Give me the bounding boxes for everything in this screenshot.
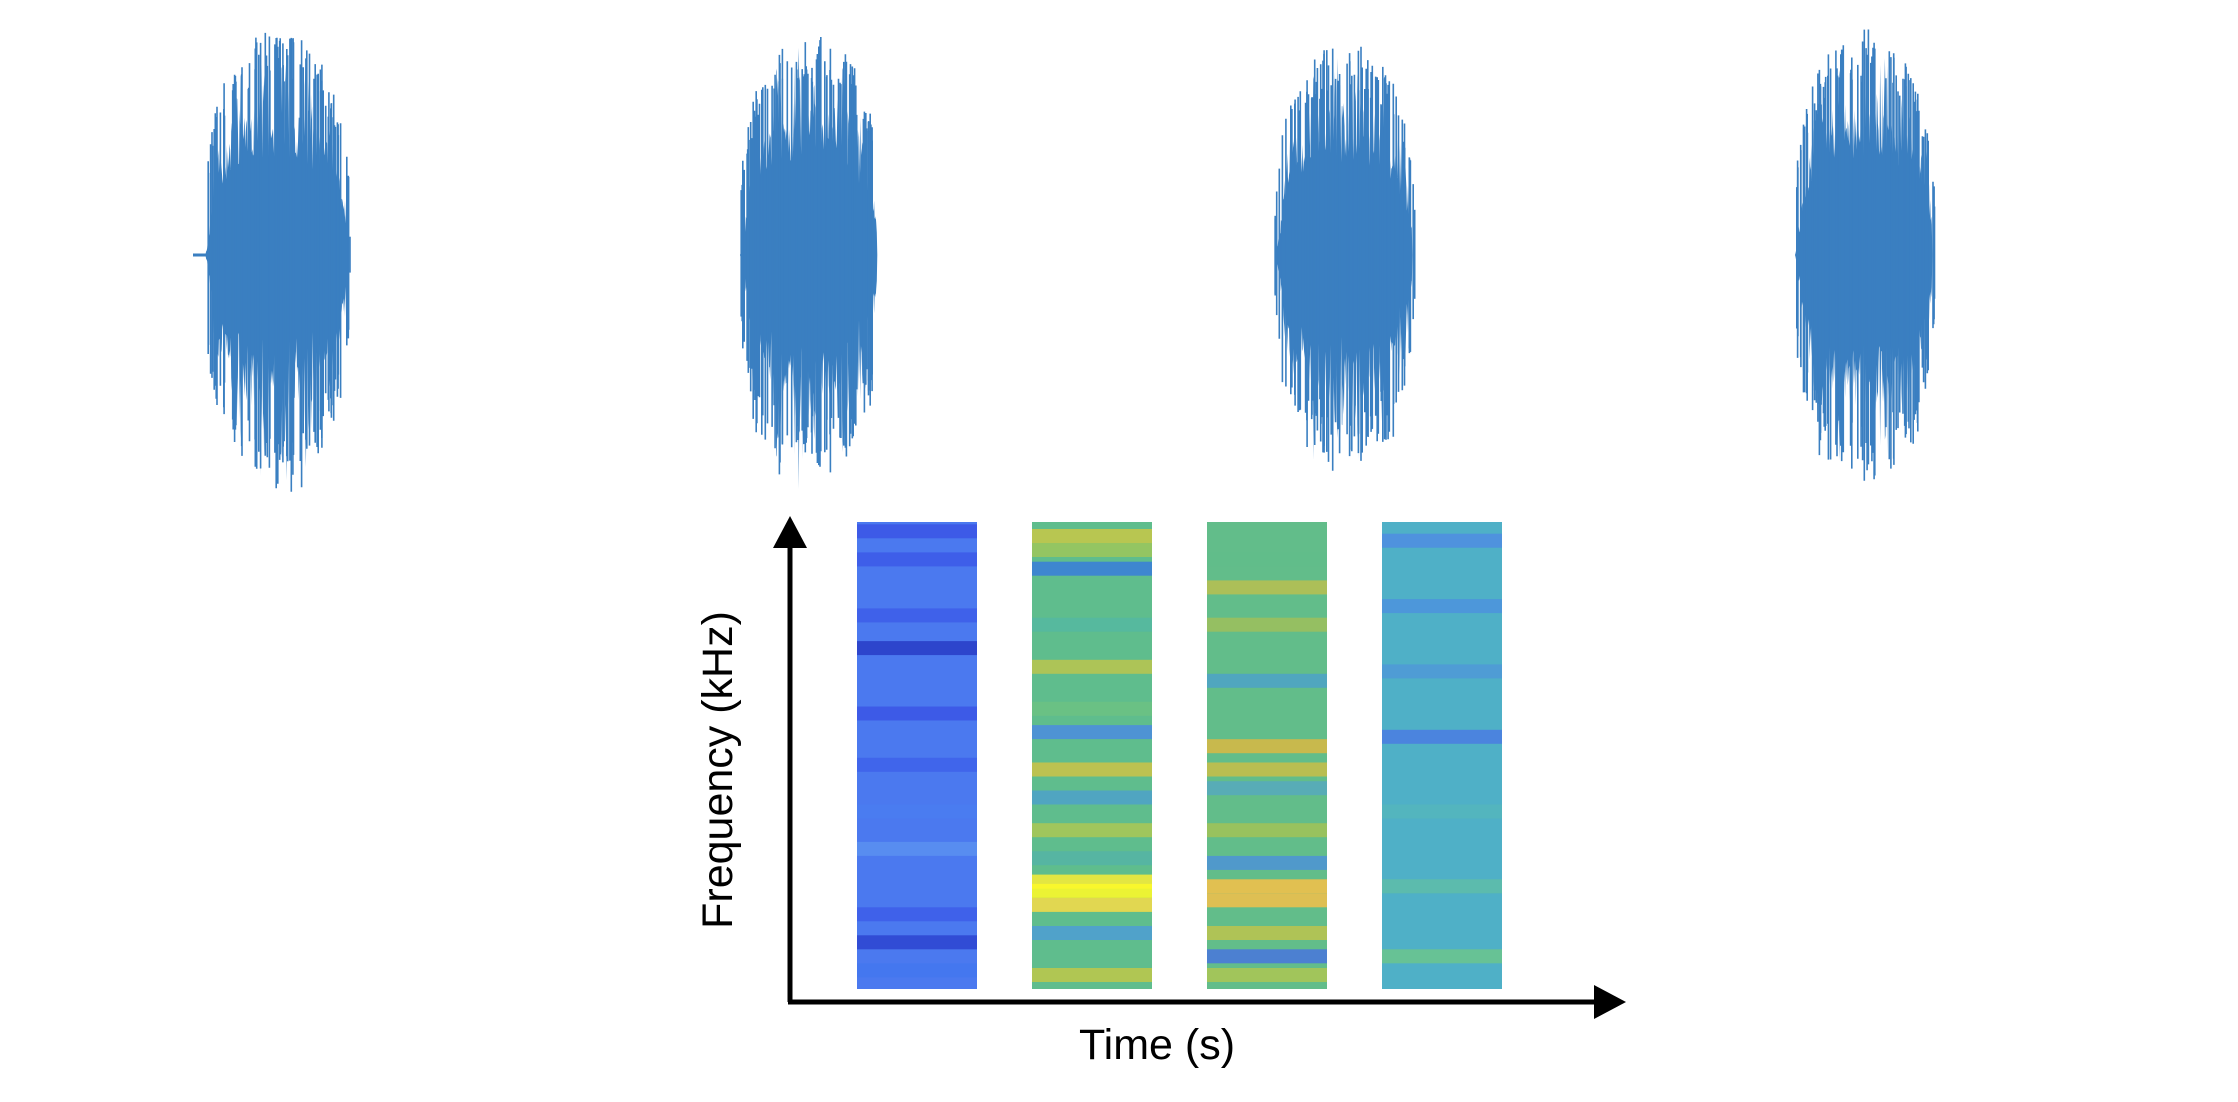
- spectrogram-column-4: [1382, 522, 1502, 989]
- waveform-1: [193, 32, 351, 492]
- spectrogram-band: [1382, 599, 1502, 614]
- spectrogram-band: [857, 963, 977, 978]
- spectrogram-band: [1207, 552, 1327, 567]
- spectrogram-band: [1382, 533, 1502, 548]
- spectrogram-band: [857, 841, 977, 856]
- spectrogram-band: [1207, 617, 1327, 632]
- axes: [773, 516, 1626, 1019]
- spectrogram-band: [1032, 561, 1152, 576]
- spectrogram-band: [1382, 879, 1502, 894]
- spectrogram-band: [1032, 725, 1152, 740]
- spectrogram-band: [857, 641, 977, 656]
- spectrogram-column-1: [857, 522, 977, 989]
- waveform-row: [193, 29, 1936, 492]
- spectrogram-band: [1382, 949, 1502, 964]
- spectrogram-band: [1382, 804, 1502, 819]
- spectrogram-band: [857, 608, 977, 623]
- spectrogram-band: [1207, 949, 1327, 964]
- spectrogram-band: [1032, 617, 1152, 632]
- spectrogram-band: [1207, 968, 1327, 982]
- waveform-4: [1795, 29, 1936, 481]
- spectrogram-band: [857, 804, 977, 819]
- spectrogram-band: [857, 552, 977, 567]
- spectrogram-band: [1207, 823, 1327, 838]
- spectrogram-band: [1207, 781, 1327, 796]
- spectrogram-base: [1382, 522, 1502, 989]
- spectrogram-band: [1207, 673, 1327, 688]
- spectrogram-band: [1032, 926, 1152, 940]
- spectrogram-band: [857, 757, 977, 772]
- x-axis-label: Time (s): [1079, 1021, 1235, 1069]
- spectrogram-band: [1032, 659, 1152, 674]
- spectrogram-band: [857, 935, 977, 950]
- y-axis-label: Frequency (kHz): [694, 611, 742, 929]
- spectrogram-column-2: [1032, 522, 1152, 989]
- spectrogram-band: [1207, 893, 1327, 908]
- spectrogram-band: [1032, 701, 1152, 716]
- spectrogram-band: [1032, 543, 1152, 557]
- spectrogram-band: [1207, 762, 1327, 777]
- y-axis-arrowhead: [773, 516, 807, 548]
- spectrogram-band: [1207, 855, 1327, 870]
- spectrogram-band: [857, 907, 977, 922]
- spectrogram-band: [1207, 879, 1327, 894]
- spectrogram-band: [1207, 926, 1327, 940]
- spectrogram-columns: [857, 522, 1502, 989]
- spectrogram-base: [1207, 522, 1327, 989]
- spectrogram-band: [1207, 580, 1327, 595]
- spectrogram-base: [1032, 522, 1152, 989]
- spectrogram-band: [1032, 790, 1152, 805]
- spectrogram-band: [1382, 729, 1502, 744]
- x-axis-arrowhead: [1594, 985, 1626, 1019]
- spectrogram-band: [1032, 968, 1152, 982]
- waveform-3: [1274, 46, 1416, 471]
- spectrogram-band: [1032, 851, 1152, 866]
- spectrogram-band: [1032, 529, 1152, 543]
- waveform-2: [740, 37, 880, 490]
- spectrogram-band: [1382, 664, 1502, 679]
- spectrogram-band: [1032, 883, 1152, 898]
- spectrogram-band: [857, 524, 977, 539]
- spectrogram-band: [1032, 897, 1152, 912]
- spectrogram-band: [1032, 823, 1152, 838]
- spectrogram-column-3: [1207, 522, 1327, 989]
- spectrogram-band: [857, 706, 977, 721]
- waveform-shape: [1275, 57, 1415, 460]
- spectrogram-band: [1032, 762, 1152, 777]
- spectrogram-band: [1207, 739, 1327, 754]
